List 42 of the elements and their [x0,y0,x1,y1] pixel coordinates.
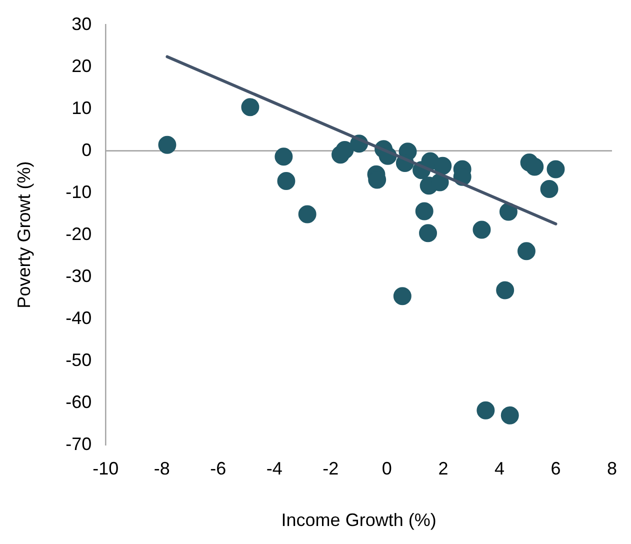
y-tick-label: -60 [66,392,92,412]
y-tick-label: -50 [66,350,92,370]
point [472,220,491,239]
point [540,180,558,198]
point [393,287,412,306]
y-tick-label: -70 [66,434,92,454]
point [277,172,296,190]
y-axis-title: Poverty Growt (%) [14,161,34,308]
y-tick-label: 10 [72,98,92,118]
y-tick-label: -30 [66,266,92,286]
x-tick-label: 8 [606,458,617,479]
y-tick-label: 20 [72,56,92,76]
x-tick-label: -6 [210,458,226,479]
point [434,156,452,175]
point [419,224,438,242]
x-tick-label: -4 [266,458,282,479]
point [546,160,565,178]
y-tick-label: 30 [72,14,92,34]
y-tick-label: -40 [66,308,92,328]
point [415,202,434,220]
x-axis-title: Income Growth (%) [281,510,436,530]
point [336,140,354,159]
x-tick-label: -10 [92,458,119,479]
x-tick-label: 4 [494,458,504,479]
x-tick-label: -2 [322,458,339,479]
point [298,205,316,224]
x-tick-label: 0 [382,458,392,479]
point [476,401,495,420]
y-tick-label: -20 [66,224,92,244]
x-tick-label: -8 [154,458,170,479]
point [241,98,260,116]
point [158,136,176,154]
y-tick-label: 0 [82,140,92,160]
point [526,158,544,176]
point [517,242,536,260]
y-tick-label: -10 [66,182,92,202]
x-tick-label: 2 [438,458,448,479]
point [496,281,514,300]
point [500,406,519,424]
x-tick-label: 6 [550,458,561,479]
point [430,173,449,192]
point [274,148,293,166]
